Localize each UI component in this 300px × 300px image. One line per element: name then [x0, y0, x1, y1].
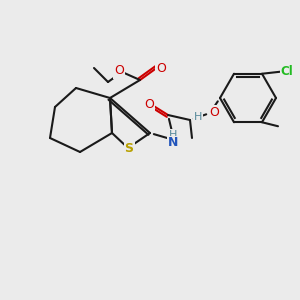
Text: O: O	[144, 98, 154, 110]
Text: N: N	[168, 136, 178, 149]
Text: S: S	[124, 142, 134, 155]
Text: H: H	[194, 112, 202, 122]
Text: O: O	[156, 61, 166, 74]
Text: Cl: Cl	[280, 65, 293, 78]
Text: H: H	[169, 130, 177, 140]
Text: O: O	[114, 64, 124, 77]
Text: O: O	[209, 106, 219, 118]
